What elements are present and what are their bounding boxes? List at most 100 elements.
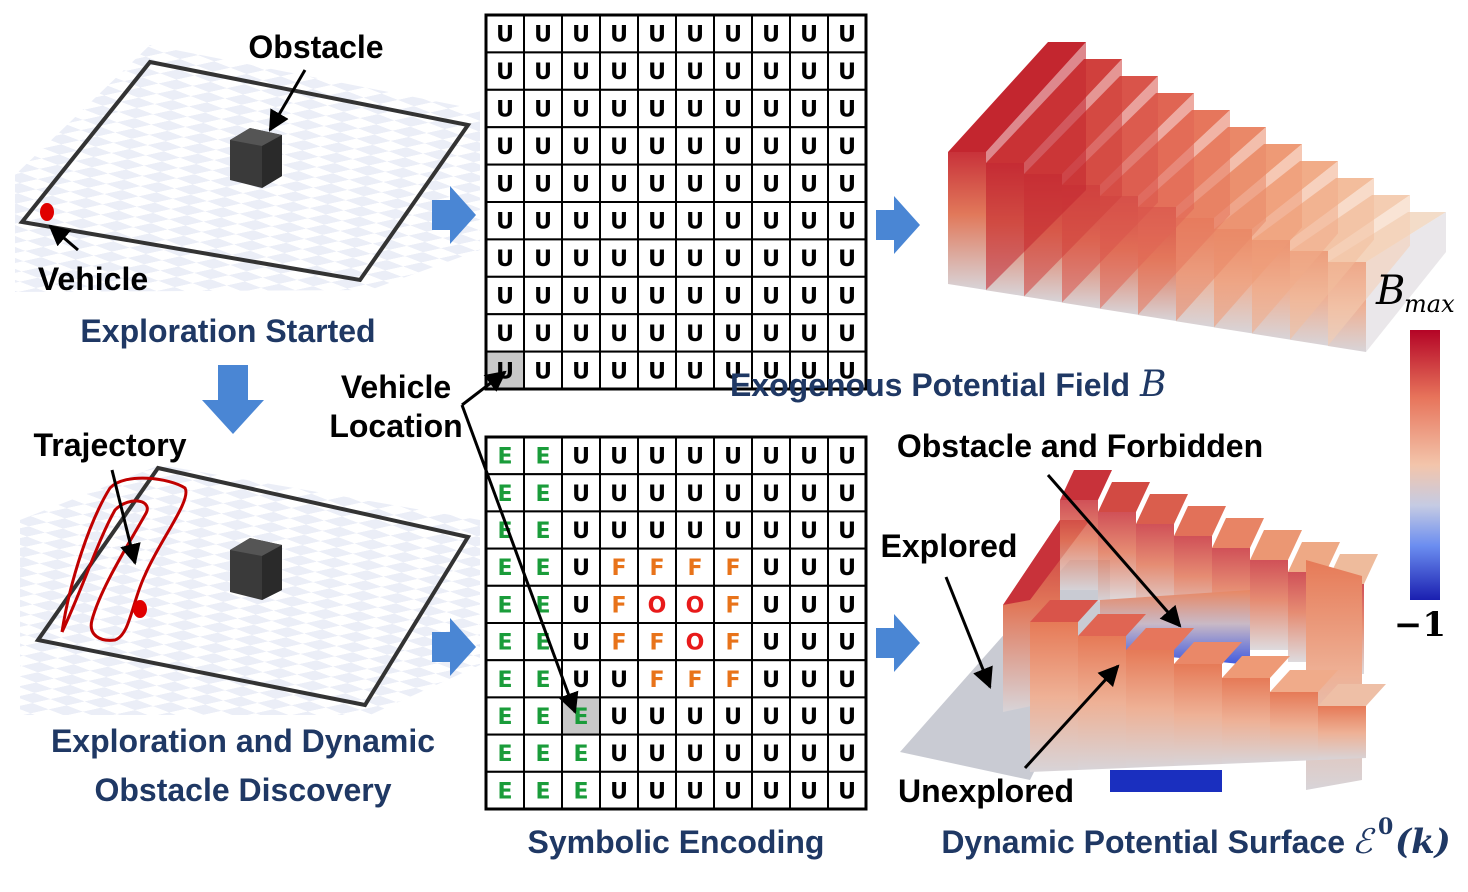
grid-top-cell-symbol: U xyxy=(534,98,552,123)
grid-bottom-cell-symbol: U xyxy=(762,445,780,470)
grid-bottom-cell-symbol: U xyxy=(800,742,818,767)
grid-bottom-cell-symbol: U xyxy=(648,779,666,804)
grid-top-cell xyxy=(827,163,867,204)
vehicle-arrow xyxy=(48,224,79,252)
grid-bottom-cell-symbol: U xyxy=(648,742,666,767)
grid-top-cell-symbol: U xyxy=(496,247,514,272)
grid-top-cell-symbol: U xyxy=(610,60,628,85)
grid-bottom-cell-symbol: U xyxy=(762,556,780,581)
obstacle-block-top xyxy=(230,128,282,188)
dynamic-surface-symbol: ℰ xyxy=(1352,822,1376,862)
grid-top-cell-symbol: U xyxy=(800,359,818,384)
grid-top-cell-symbol: U xyxy=(610,135,628,160)
dynamic-surface xyxy=(900,470,1386,792)
grid-bottom-cell xyxy=(713,659,753,699)
grid-top-cell-symbol: U xyxy=(762,322,780,347)
grid-top-cell xyxy=(827,238,867,278)
grid-top-cell-symbol: U xyxy=(572,98,590,123)
grid-bottom-cell xyxy=(789,622,829,662)
grid-bottom-cell-symbol: U xyxy=(610,519,628,544)
grid-top-cell-symbol: U xyxy=(496,98,514,123)
grid-top-cell-symbol: U xyxy=(496,322,514,347)
grid-bottom-cell-symbol: E xyxy=(535,519,550,544)
grid-bottom-cell xyxy=(827,547,867,587)
grid-top-cell-symbol: U xyxy=(838,210,856,235)
dynamic-surface-argument: (k) xyxy=(1395,822,1451,862)
grid-top-cell-symbol: U xyxy=(686,60,704,85)
front-step-top xyxy=(1222,656,1290,678)
grid-top-cell-symbol: U xyxy=(800,285,818,310)
grid-bottom-cell-symbol: E xyxy=(497,519,512,544)
grid-bottom-cell xyxy=(675,473,715,513)
grid-bottom-cell-symbol: U xyxy=(648,519,666,544)
grid-top-cell xyxy=(599,201,639,241)
back-step-top xyxy=(1136,494,1188,524)
grid-bottom-cell-symbol: U xyxy=(724,482,742,507)
grid-bottom-cell-symbol: U xyxy=(724,445,742,470)
grid-bottom-cell-symbol: U xyxy=(800,519,818,544)
vehicle-location-line1: Vehicle xyxy=(341,369,451,405)
grid-top-cell xyxy=(599,88,639,129)
front-step-face xyxy=(1126,650,1174,768)
grid-bottom-cell xyxy=(637,584,677,624)
grid-top-cell-symbol: U xyxy=(724,98,742,123)
grid-bottom-cell-symbol: U xyxy=(572,631,590,656)
grid-bottom-cell-symbol: U xyxy=(762,482,780,507)
grid-bottom-cell-symbol: E xyxy=(535,482,550,507)
grid-top-cell-symbol: U xyxy=(610,322,628,347)
grid-top-cell-symbol: U xyxy=(838,135,856,160)
grid-bottom-cell-symbol: O xyxy=(686,593,705,618)
grid-top-cell-symbol: U xyxy=(572,322,590,347)
grid-bottom-cell-symbol: O xyxy=(648,593,667,618)
grid-bottom-cell-symbol: U xyxy=(686,482,704,507)
grid-top-cell-symbol: U xyxy=(724,322,742,347)
grid-bottom-cell xyxy=(485,659,525,699)
flow-arrow-4 xyxy=(876,614,920,672)
grid-top-cell-symbol: U xyxy=(572,359,590,384)
trajectory-arrow xyxy=(110,469,141,566)
grid-top-cell xyxy=(827,51,867,91)
front-step-top xyxy=(1126,628,1194,650)
exploration-started-title: Exploration Started xyxy=(80,313,375,349)
grid-top-cell-symbol: U xyxy=(724,359,742,384)
colorbar-max-subscript: max xyxy=(1404,290,1455,318)
grid-top-cell-symbol: U xyxy=(838,60,856,85)
symbolic-grid-bottom: E E U U U U U U U UE E U U U U U U U UE E U U U U U U U UE E U F F F F U U U… xyxy=(484,435,868,811)
grid-bottom-cell-symbol: F xyxy=(725,593,740,618)
grid-top-cell-symbol: U xyxy=(572,60,590,85)
grid-top-cell-symbol: U xyxy=(838,23,856,48)
grid-bottom-cell xyxy=(751,733,791,773)
grid-bottom-cell xyxy=(751,436,791,476)
grid-bottom-cell-symbol: U xyxy=(800,445,818,470)
grid-top-cell xyxy=(827,126,867,166)
grid-top-cell-symbol: U xyxy=(762,135,780,160)
grid-bottom-cell-symbol: U xyxy=(724,705,742,730)
grid-bottom-cell xyxy=(485,696,525,736)
grid-bottom-cell-symbol: U xyxy=(762,519,780,544)
grid-top-cell xyxy=(485,275,525,316)
grid-bottom-cell-symbol: U xyxy=(610,482,628,507)
grid-top-cell xyxy=(599,313,639,353)
back-step-face xyxy=(1136,524,1174,614)
grid-bottom-cell-symbol: U xyxy=(572,482,590,507)
grid-bottom-cell xyxy=(561,510,601,550)
grid-top-cell-symbol: U xyxy=(572,172,590,197)
down-flow-arrow xyxy=(202,365,264,434)
grid-top-cell xyxy=(561,350,601,391)
grid-bottom-cell-symbol: F xyxy=(611,556,626,581)
grid-top-cell-symbol: U xyxy=(610,285,628,310)
grid-bottom-cell-symbol: U xyxy=(838,519,856,544)
grid-bottom-cell xyxy=(789,770,829,810)
front-step-top xyxy=(1174,642,1242,664)
back-step-top xyxy=(1288,542,1340,572)
grid-top-cell-symbol: U xyxy=(686,210,704,235)
grid-bottom-cell-symbol: F xyxy=(725,556,740,581)
grid-bottom-cell-symbol: E xyxy=(497,482,512,507)
front-step-face xyxy=(1318,706,1366,760)
grid-top-cell xyxy=(827,313,867,353)
grid-bottom-cell-symbol: U xyxy=(572,556,590,581)
grid-bottom-cell-symbol: E xyxy=(497,445,512,470)
grid-top-cell xyxy=(713,163,753,204)
grid-bottom-cell-symbol: U xyxy=(724,519,742,544)
